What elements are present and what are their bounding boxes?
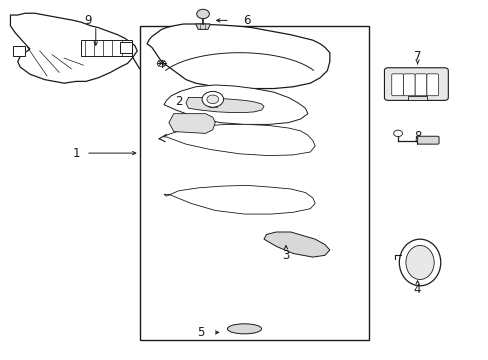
Ellipse shape [399,239,440,286]
Bar [407,96,427,100]
Polygon shape [163,185,315,214]
Text: 4: 4 [413,283,421,296]
Bar [13,45,25,56]
Text: 5: 5 [197,326,204,339]
Text: 8: 8 [413,130,421,144]
FancyBboxPatch shape [426,74,438,96]
Polygon shape [264,232,329,257]
Polygon shape [163,125,315,156]
Circle shape [196,9,209,19]
FancyBboxPatch shape [414,74,426,96]
Text: 9: 9 [84,14,92,27]
Text: 7: 7 [413,50,421,63]
FancyBboxPatch shape [417,136,438,144]
Ellipse shape [405,246,433,279]
Bar [120,42,132,53]
Text: 3: 3 [282,249,289,262]
Polygon shape [195,24,210,30]
FancyBboxPatch shape [391,74,403,96]
Circle shape [393,130,402,136]
FancyBboxPatch shape [384,68,447,100]
Bar [81,40,132,56]
Circle shape [206,95,218,104]
Polygon shape [10,13,137,83]
Text: 1: 1 [72,147,80,159]
Polygon shape [168,114,215,134]
Polygon shape [163,85,307,125]
Ellipse shape [227,324,261,334]
Polygon shape [147,24,329,89]
Circle shape [202,91,223,107]
Bar [208,101,216,107]
Polygon shape [185,98,264,113]
FancyBboxPatch shape [403,74,414,96]
Text: 2: 2 [175,95,182,108]
Bar [140,26,368,339]
Text: 6: 6 [243,14,250,27]
